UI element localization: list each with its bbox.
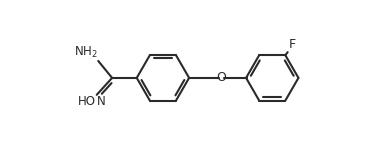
Text: NH$_2$: NH$_2$ [74, 45, 98, 60]
Text: F: F [288, 38, 296, 51]
Text: O: O [217, 71, 227, 84]
Text: HO: HO [78, 95, 96, 108]
Text: N: N [97, 95, 106, 108]
